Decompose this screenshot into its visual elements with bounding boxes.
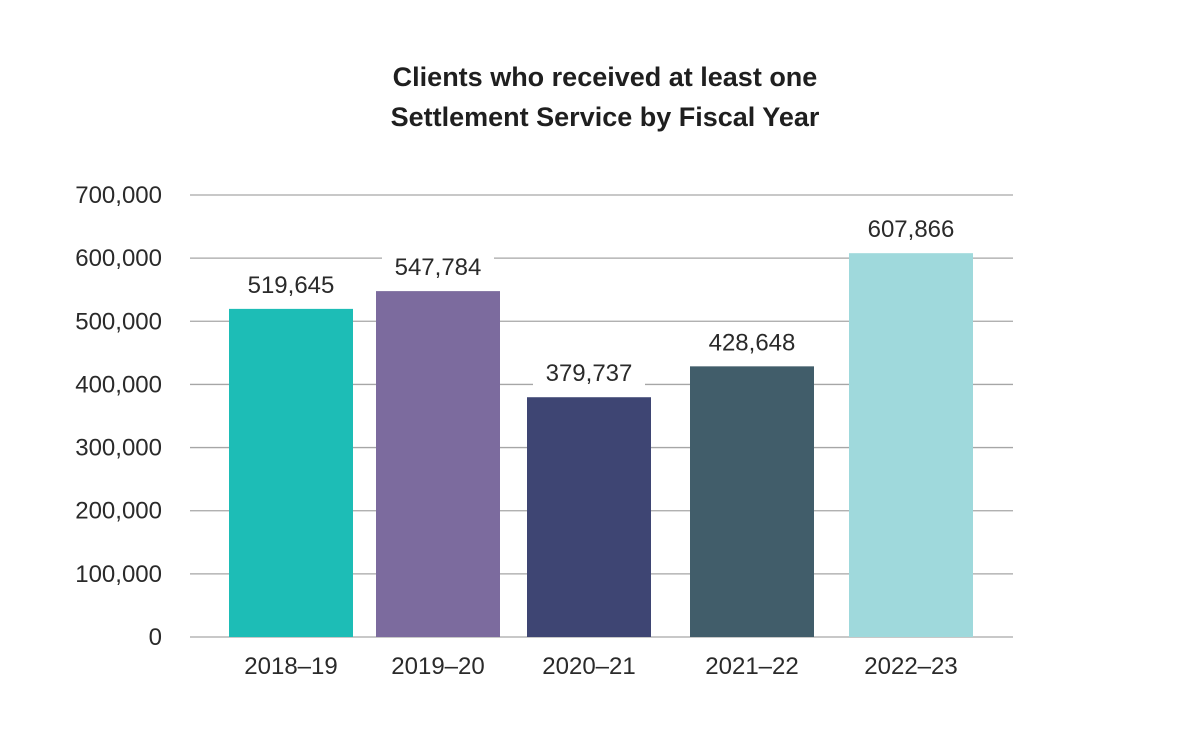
y-tick-label: 600,000 [75,245,162,272]
bar [527,397,651,637]
bar [849,253,973,638]
x-tick-label: 2021–22 [705,653,798,680]
x-tick-label: 2020–21 [542,653,635,680]
y-tick-label: 100,000 [75,561,162,588]
data-label-background [235,270,347,301]
data-label-background [696,328,808,359]
data-label: 379,737 [546,360,633,387]
labels: 0 100,000 200,000 300,000 400,000 500,000 600,… [75,182,967,680]
y-tick-label: 200,000 [75,498,162,525]
chart-title: Clients who received at least one Settle… [0,57,1200,137]
bars [229,253,973,638]
chart-title-line-2: Settlement Service by Fiscal Year [390,102,820,132]
y-tick-label: 300,000 [75,435,162,462]
data-label-background [533,359,645,390]
y-tick-label: 500,000 [75,308,162,335]
chart-title-line-1: Clients who received at least one [392,62,818,92]
bar [229,308,353,637]
data-label-background [382,253,494,284]
x-tick-label: 2022–23 [864,653,957,680]
data-label: 547,784 [395,254,482,281]
bar [376,291,500,637]
y-tick-label: 0 [149,624,162,651]
data-label: 519,645 [248,272,335,299]
bar [690,366,814,637]
data-label-background [855,215,967,246]
x-tick-label: 2018–19 [244,653,337,680]
y-tick-label: 400,000 [75,371,162,398]
data-label: 607,866 [868,216,955,243]
data-label: 428,648 [709,329,796,356]
x-tick-label: 2019–20 [391,653,484,680]
y-tick-label: 700,000 [75,182,162,209]
